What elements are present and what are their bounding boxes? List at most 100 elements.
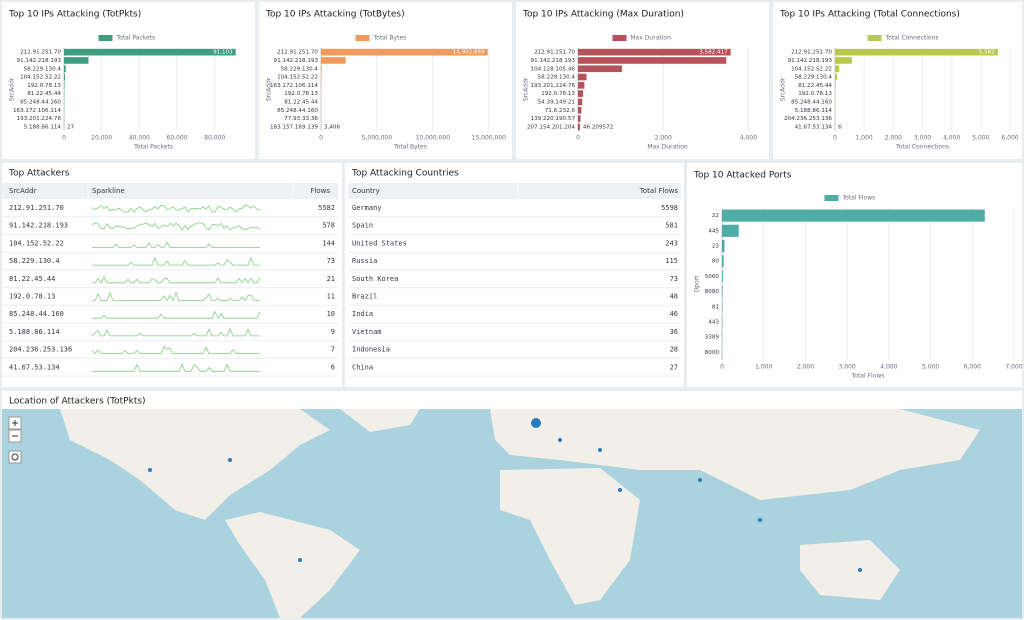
map-dot [148, 468, 152, 472]
x-tick-label: 1,000 [856, 135, 873, 142]
x-tick-label: 4,000 [740, 135, 757, 142]
bar [578, 90, 584, 97]
y-axis-title: SrcAddr [523, 77, 530, 101]
y-tick-label: 91.142.218.193 [17, 58, 62, 64]
y-tick-label: 85.248.44.160 [791, 99, 832, 105]
cell: 578 [322, 222, 335, 230]
x-tick-label: 4,000 [943, 135, 960, 142]
cell: Russia [352, 257, 377, 265]
y-tick-label: 212.91.251.70 [20, 50, 61, 56]
y-tick-label: 192.0.78.13 [284, 91, 318, 97]
sparkline [91, 327, 260, 337]
panel-title: Top Attacking Countries [351, 169, 459, 179]
legend-swatch [867, 35, 882, 41]
y-tick-label: 81 [712, 304, 720, 310]
y-tick-label: 58.229.130.4 [24, 66, 62, 72]
cell: Germany [352, 204, 382, 212]
y-tick-label: 91.142.218.193 [788, 58, 833, 64]
y-tick-label: 163.172.106.114 [13, 108, 61, 114]
legend-label: Max Duration [631, 35, 672, 42]
bar [578, 106, 582, 114]
sparkline [91, 346, 260, 355]
panel-title: Top 10 IPs Attacking (Max Duration) [522, 10, 684, 20]
y-tick-label: 91.142.218.193 [274, 58, 319, 64]
x-tick-label: 0 [833, 135, 837, 142]
cell: China [352, 363, 373, 371]
y-tick-label: 23 [712, 244, 720, 250]
y-tick-label: 192.0.78.13 [798, 91, 832, 97]
y-tick-label: 443 [708, 320, 719, 326]
map-dot [558, 438, 562, 442]
x-axis-title: Total Flows [851, 373, 885, 380]
x-tick-label: 3,000 [839, 364, 856, 371]
bar [64, 65, 66, 73]
map-dot [758, 518, 762, 522]
bar [835, 65, 840, 73]
y-tick-label: 212.91.251.70 [791, 50, 832, 56]
x-tick-label: 2,000 [885, 135, 902, 142]
map-dot [618, 488, 622, 492]
y-tick-label: 193.201.224.76 [17, 116, 62, 122]
y-tick-label: 104.152.52.22 [791, 66, 832, 72]
x-tick-label: 60,000 [167, 135, 188, 142]
cell: 115 [665, 257, 678, 265]
y-tick-label: 80 [712, 259, 720, 265]
x-tick-label: 7,000 [1005, 364, 1022, 371]
x-tick-label: 6,000 [964, 364, 981, 371]
y-tick-label: 91.142.218.193 [531, 58, 576, 64]
y-tick-label: 81.22.45.44 [798, 83, 832, 89]
cell: 11 [327, 293, 335, 301]
cell: 36 [670, 328, 678, 336]
panel [2, 163, 342, 387]
cell: 81.22.45.44 [9, 275, 55, 283]
value-label: 6 [838, 124, 842, 130]
y-tick-label: 58.229.130.4 [281, 66, 319, 72]
bar [578, 98, 583, 106]
land [225, 512, 360, 618]
cell: 73 [670, 275, 678, 283]
panel [2, 2, 255, 159]
x-tick-label: 0 [62, 135, 66, 142]
x-tick-label: 5,000,000 [362, 135, 393, 142]
y-tick-label: 192.0.78.13 [27, 83, 61, 89]
bar [722, 239, 725, 253]
cell: Spain [352, 222, 373, 230]
cell: 91.142.218.193 [9, 222, 68, 230]
y-tick-label: 445 [708, 228, 719, 234]
locate-button[interactable] [8, 450, 22, 464]
panel-title: Top 10 IPs Attacking (TotBytes) [265, 10, 405, 20]
locate-icon [11, 453, 19, 461]
y-tick-label: 71.6.232.6 [545, 108, 576, 114]
x-tick-label: 2,000 [655, 135, 672, 142]
x-tick-label: 0 [720, 364, 724, 371]
y-tick-label: 5060 [705, 274, 720, 280]
value-label: 91,103 [213, 50, 233, 56]
map-dot [698, 478, 702, 482]
cell: 28 [670, 346, 678, 354]
bar [835, 57, 852, 64]
x-tick-label: 3,000 [914, 135, 931, 142]
column-header: SrcAddr [9, 187, 37, 195]
map[interactable] [2, 409, 1022, 618]
bar [578, 73, 587, 81]
column-header: Sparkline [92, 187, 125, 195]
map-dot [298, 558, 302, 562]
x-tick-label: 6,000 [1001, 135, 1018, 142]
panel-title: Location of Attackers (TotPkts) [9, 397, 146, 407]
y-tick-label: 77.93.33.36 [284, 116, 318, 122]
x-axis-title: Max Duration [647, 144, 688, 151]
cell: 243 [665, 239, 678, 247]
y-tick-label: 58.229.130.4 [795, 75, 833, 81]
cell: Vietnam [352, 328, 382, 336]
map-dot [228, 458, 232, 462]
y-axis-title: SrcAddr [780, 77, 787, 101]
cell: 581 [665, 222, 678, 230]
bar [321, 57, 346, 64]
y-tick-label: 8000 [705, 350, 720, 356]
x-tick-label: 10,000,000 [416, 135, 451, 142]
bar [722, 224, 739, 237]
cell: Brazil [352, 293, 377, 301]
table-header [2, 183, 338, 199]
sparkline [92, 241, 260, 248]
panel [259, 2, 512, 159]
